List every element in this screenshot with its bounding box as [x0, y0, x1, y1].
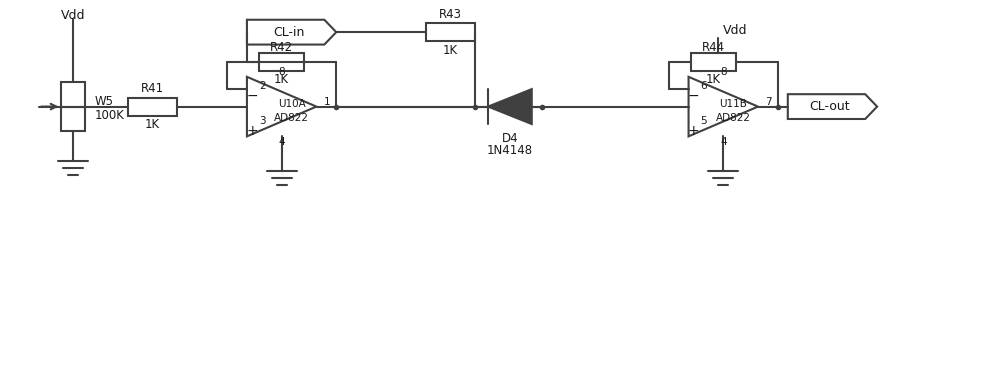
Text: 1K: 1K	[443, 44, 458, 56]
Text: 4: 4	[278, 137, 285, 147]
Text: U10A: U10A	[278, 98, 305, 109]
Text: 2: 2	[259, 81, 265, 91]
Text: +: +	[688, 124, 699, 138]
Text: AD822: AD822	[274, 113, 309, 123]
Text: Vdd: Vdd	[61, 9, 86, 22]
Text: D4: D4	[502, 132, 518, 145]
Text: 1K: 1K	[145, 118, 160, 131]
Text: 5: 5	[700, 116, 707, 127]
Text: R41: R41	[141, 82, 164, 95]
Bar	[128, 98, 177, 116]
Text: 1: 1	[323, 97, 330, 107]
Text: R42: R42	[270, 41, 293, 53]
Text: W5: W5	[95, 95, 114, 108]
Bar	[426, 23, 475, 41]
Text: 7: 7	[765, 97, 772, 107]
Text: −: −	[688, 89, 699, 103]
Text: +: +	[246, 124, 258, 138]
Text: 1N4148: 1N4148	[487, 144, 533, 157]
Polygon shape	[488, 89, 532, 124]
Polygon shape	[788, 94, 877, 119]
Text: −: −	[246, 89, 258, 103]
Text: CL-in: CL-in	[273, 26, 304, 39]
Text: 1K: 1K	[274, 73, 289, 86]
Polygon shape	[689, 77, 758, 137]
Text: CL-out: CL-out	[809, 100, 850, 113]
Text: 100K: 100K	[95, 109, 125, 122]
Bar	[691, 53, 736, 71]
Polygon shape	[247, 20, 336, 45]
Text: R43: R43	[439, 8, 462, 21]
Text: AD822: AD822	[716, 113, 751, 123]
Text: 3: 3	[259, 116, 265, 127]
Text: 6: 6	[700, 81, 707, 91]
Text: 4: 4	[720, 137, 727, 147]
Polygon shape	[247, 77, 316, 137]
Text: U11B: U11B	[719, 98, 747, 109]
Text: R44: R44	[702, 41, 725, 53]
Bar	[61, 82, 85, 131]
Text: 1K: 1K	[706, 73, 721, 86]
Text: Vdd: Vdd	[723, 24, 748, 37]
Text: 8: 8	[720, 67, 727, 77]
Text: 8: 8	[278, 67, 285, 77]
Bar	[259, 53, 304, 71]
